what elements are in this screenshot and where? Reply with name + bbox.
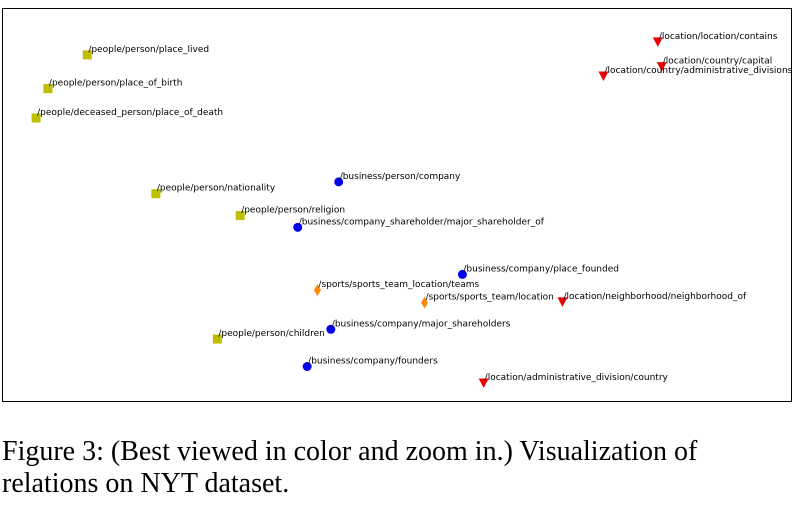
label-people-person-place-lived: /people/person/place_lived [88, 45, 209, 55]
marker-people-person-nationality [151, 189, 161, 199]
label-location-neighborhood-neighborhood-of: /location/neighborhood/neighborhood_of [563, 292, 747, 302]
marker-business-company-founders [302, 362, 312, 372]
label-business-company-shareholder-major-shareholder-of: /business/company_shareholder/major_shar… [299, 217, 545, 227]
marker-business-person-company [334, 177, 344, 187]
plot-frame [2, 8, 792, 402]
marker-people-person-children [212, 334, 222, 344]
label-people-deceased-person-place-of-death: /people/deceased_person/place_of_death [37, 108, 223, 118]
marker-sports-sports-team-location-teams [313, 284, 321, 297]
marker-business-company-major-shareholders [326, 324, 336, 334]
label-sports-sports-team-location-teams: /sports/sports_team_location/teams [318, 280, 479, 290]
marker-location-administrative-division-country [478, 378, 489, 388]
marker-location-neighborhood-neighborhood-of [557, 297, 568, 307]
label-location-administrative-division-country: /location/administrative_division/countr… [485, 373, 669, 383]
label-business-person-company: /business/person/company [340, 172, 461, 182]
marker-business-company-shareholder-major-shareholder-of [293, 222, 303, 232]
label-people-person-place-of-birth: /people/person/place_of_birth [49, 79, 183, 89]
marker-people-person-religion [235, 211, 245, 221]
marker-sports-sports-team-location [421, 296, 429, 309]
figure-caption: Figure 3: (Best viewed in color and zoom… [2, 436, 698, 499]
marker-people-person-place-of-birth [43, 84, 53, 94]
plot-marks [31, 37, 667, 388]
marker-business-company-place-founded [457, 269, 467, 279]
plot-labels: /people/person/place_lived/people/person… [37, 32, 793, 383]
scatter-plot: /people/person/place_lived/people/person… [2, 8, 793, 402]
label-business-company-place-founded: /business/company/place_founded [463, 264, 619, 274]
label-sports-sports-team-location: /sports/sports_team/location [426, 293, 554, 303]
label-people-person-children: /people/person/children [218, 329, 325, 339]
label-business-company-founders: /business/company/founders [308, 357, 438, 367]
marker-location-country-administrative-divisions [598, 71, 609, 82]
marker-people-person-place-lived [82, 50, 92, 60]
marker-location-country-capital [656, 62, 667, 72]
label-location-location-contains: /location/location/contains [659, 32, 778, 42]
label-location-country-administrative-divisions: /location/country/administrative_divisio… [604, 66, 792, 76]
marker-people-deceased-person-place-of-death [31, 113, 41, 123]
label-location-country-capital: /location/country/capital [663, 57, 772, 67]
label-business-company-major-shareholders: /business/company/major_shareholders [332, 319, 511, 329]
label-people-person-nationality: /people/person/nationality [157, 184, 276, 194]
marker-location-location-contains [652, 37, 663, 47]
label-people-person-religion: /people/person/religion [241, 206, 345, 216]
